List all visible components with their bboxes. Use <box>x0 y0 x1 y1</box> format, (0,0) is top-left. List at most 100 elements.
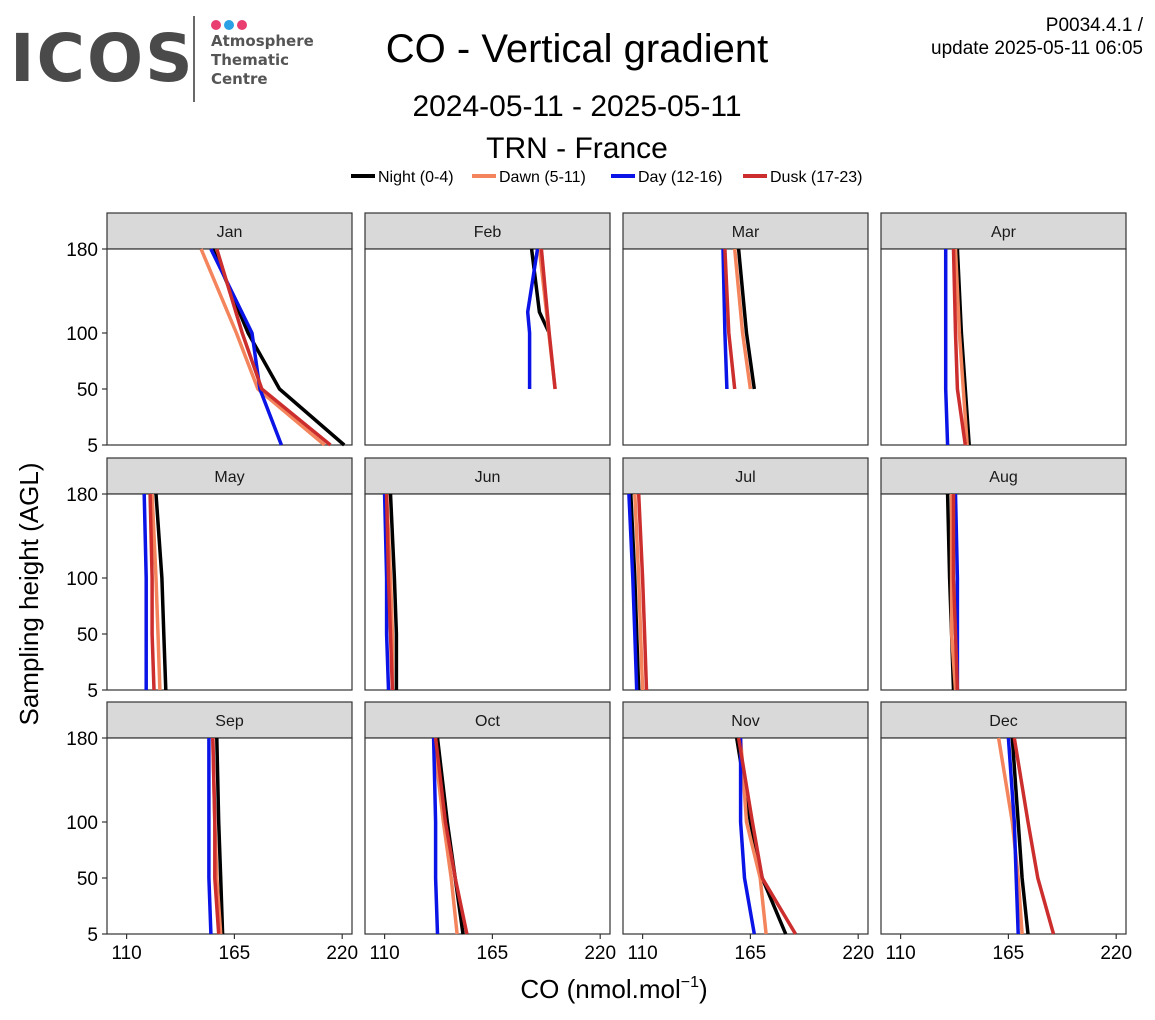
series-line-dec-2 <box>1006 737 1020 935</box>
panel-frame-jun <box>364 493 611 691</box>
series-line-aug-1 <box>949 494 958 691</box>
series-line-jul-0 <box>629 493 641 691</box>
series-line-mar-2 <box>721 248 729 390</box>
y-tick-label-1-180: 180 <box>66 485 98 506</box>
x-tick-label-2-110: 110 <box>627 943 657 964</box>
series-line-nov-3 <box>736 737 798 935</box>
series-line-may-3 <box>148 493 156 691</box>
logo-line-2: Thematic <box>211 51 290 69</box>
panel-strip-jun <box>364 457 611 495</box>
icos-logo: ICOS Atmosphere Thematic Centre <box>10 14 330 106</box>
series-line-apr-3 <box>951 248 968 446</box>
panel-frame-sep <box>106 737 353 935</box>
panel-strip-nov <box>622 701 869 739</box>
panel-strip-jul <box>622 457 869 495</box>
y-tick-label-2-100: 100 <box>66 813 98 834</box>
series-line-jul-2 <box>627 493 639 691</box>
series-line-jan-2 <box>209 248 284 446</box>
x-tick-label-3-220: 220 <box>1100 943 1132 964</box>
x-tick-label-1-110: 110 <box>369 943 399 964</box>
series-line-oct-3 <box>433 737 469 935</box>
panel-strip-feb <box>364 212 611 250</box>
y-tick-label-0-100: 100 <box>66 324 98 345</box>
series-line-mar-1 <box>732 248 753 390</box>
version-line: P0034.4.1 / <box>1045 15 1143 36</box>
series-line-jul-3 <box>636 493 649 691</box>
series-line-feb-2 <box>525 248 540 389</box>
series-line-jul-1 <box>633 493 645 691</box>
panel-strip-apr <box>880 212 1127 250</box>
panel-label-may: May <box>214 469 244 486</box>
panel-frame-nov <box>622 737 869 935</box>
y-tick-label-0-180: 180 <box>66 240 98 261</box>
legend-label-3: Dusk (17-23) <box>770 169 862 186</box>
panel-label-dec: Dec <box>989 713 1017 730</box>
chart-title: CO - Vertical gradient <box>385 27 769 71</box>
x-tick-label-1-165: 165 <box>477 943 509 964</box>
x-tick-label-0-110: 110 <box>111 943 141 964</box>
legend-label-2: Day (12-16) <box>638 169 722 186</box>
logo-divider <box>193 16 195 102</box>
panel-frame-oct <box>364 737 611 935</box>
series-line-aug-3 <box>951 494 960 691</box>
period-subtitle: 2024-05-11 - 2025-05-11 <box>412 90 742 123</box>
y-tick-label-2-5: 5 <box>87 925 98 946</box>
panel-label-nov: Nov <box>731 713 759 730</box>
x-tick-label-1-220: 220 <box>584 943 616 964</box>
series-line-may-0 <box>154 493 168 691</box>
y-tick-label-1-100: 100 <box>66 569 98 590</box>
logo-dot-blue <box>224 20 234 30</box>
series-line-mar-0 <box>736 248 757 390</box>
series-line-apr-0 <box>955 248 971 446</box>
series-line-sep-0 <box>215 737 225 935</box>
series-line-apr-2 <box>943 249 950 446</box>
y-tick-label-2-180: 180 <box>66 729 98 750</box>
logo-line-3: Centre <box>211 70 268 88</box>
panel-label-jul: Jul <box>735 469 755 486</box>
legend-label-1: Dawn (5-11) <box>499 169 586 186</box>
y-tick-label-1-50: 50 <box>77 625 98 646</box>
series-line-jun-0 <box>388 493 399 690</box>
panel-strip-dec <box>880 701 1127 739</box>
logo-dot-pink <box>211 20 221 30</box>
update-timestamp: update 2025-05-11 06:05 <box>931 38 1143 59</box>
panel-label-feb: Feb <box>474 224 502 241</box>
logo-tagline: Atmosphere Thematic Centre <box>211 32 314 89</box>
legend-label-0: Night (0-4) <box>378 169 454 186</box>
x-axis-title: CO (nmol.mol−1) <box>520 974 707 1004</box>
series-line-jan-3 <box>215 248 332 447</box>
x-tick-label-0-165: 165 <box>219 943 251 964</box>
station-subtitle: TRN - France <box>486 132 668 165</box>
logo-wordmark: ICOS <box>10 20 195 97</box>
series-line-may-2 <box>142 493 148 690</box>
y-tick-label-2-50: 50 <box>77 869 98 890</box>
panel-frame-jul <box>622 493 869 691</box>
panel-label-aug: Aug <box>989 469 1017 486</box>
panel-frame-feb <box>364 248 611 446</box>
series-line-dec-3 <box>1012 737 1056 935</box>
panel-label-apr: Apr <box>991 224 1017 241</box>
series-line-jun-3 <box>384 493 395 691</box>
panel-frame-apr <box>880 248 1127 446</box>
panel-label-jan: Jan <box>217 224 243 241</box>
panel-label-mar: Mar <box>732 224 760 241</box>
y-tick-label-0-50: 50 <box>77 380 98 401</box>
series-line-oct-2 <box>431 737 440 935</box>
y-axis-title: Sampling height (AGL) <box>14 462 44 725</box>
logo-line-1: Atmosphere <box>211 32 314 50</box>
y-tick-label-1-5: 5 <box>87 681 98 702</box>
panel-strip-mar <box>622 212 869 250</box>
series-line-nov-1 <box>738 737 768 935</box>
x-tick-label-2-220: 220 <box>842 943 874 964</box>
logo-dots <box>211 17 250 30</box>
series-line-apr-1 <box>953 248 969 446</box>
series-line-feb-3 <box>539 248 557 390</box>
series-line-mar-3 <box>723 248 737 390</box>
panel-frame-aug <box>880 493 1127 691</box>
series-line-sep-3 <box>211 737 221 935</box>
series-line-jan-1 <box>199 248 326 447</box>
panel-frame-jan <box>106 248 353 446</box>
series-line-may-1 <box>150 493 162 691</box>
series-line-nov-2 <box>738 738 757 935</box>
